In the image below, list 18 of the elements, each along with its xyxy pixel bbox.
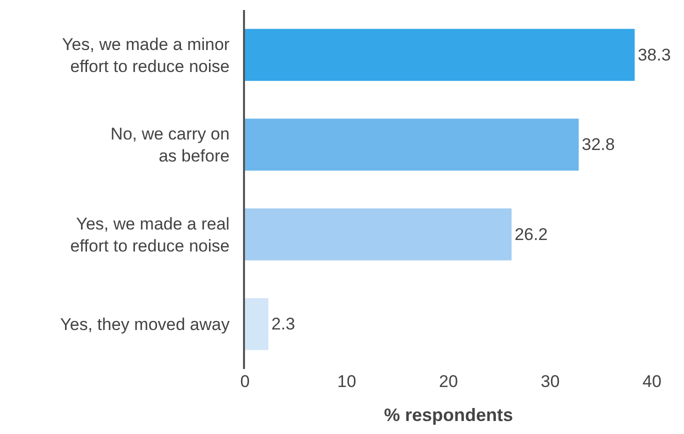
y-tick-label: Yes, we made a real effort to reduce noise	[70, 214, 230, 256]
y-tick-label: Yes, they moved away	[60, 315, 230, 334]
bar	[245, 28, 635, 81]
bar	[245, 298, 268, 350]
data-label: 32.8	[582, 135, 615, 154]
y-tick-label: No, we carry on as before	[110, 124, 230, 166]
bar	[245, 208, 512, 260]
data-label: 2.3	[271, 314, 296, 334]
x-tick-label: 40	[642, 372, 662, 391]
x-tick-label: 30	[540, 372, 560, 391]
x-tick-label: 0	[240, 372, 250, 391]
y-tick-label: Yes, we made a minor effort to reduce noise	[62, 34, 230, 76]
x-tick-label: 20	[439, 372, 458, 391]
x-axis-title: % respondents	[384, 405, 514, 426]
data-label: 26.2	[514, 224, 548, 244]
data-label: 38.3	[638, 45, 671, 64]
x-tick-label: 10	[337, 372, 356, 391]
bar	[245, 118, 579, 171]
